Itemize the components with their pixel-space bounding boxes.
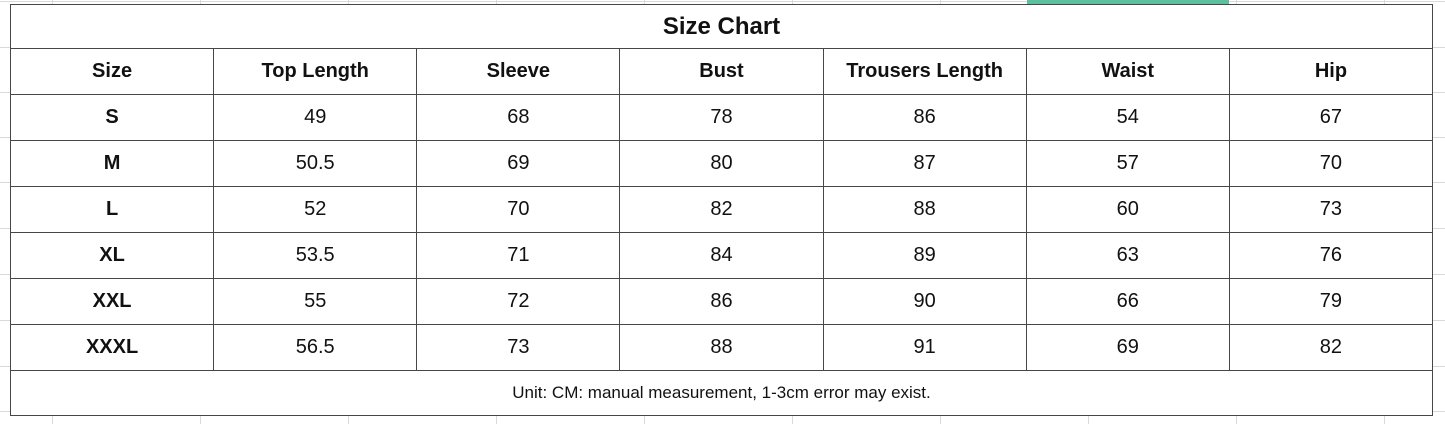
- data-cell: 91: [822, 324, 1027, 371]
- data-cell: 79: [1228, 278, 1434, 325]
- column-header-size: Size: [9, 48, 215, 95]
- column-header-hip: Hip: [1228, 48, 1434, 95]
- data-cell: 56.5: [213, 324, 418, 371]
- data-cell: 70: [416, 186, 621, 233]
- size-cell: L: [9, 186, 215, 233]
- table-row: M 50.5 69 80 87 57 70: [9, 140, 1434, 187]
- data-cell: 86: [619, 278, 824, 325]
- data-cell: 87: [822, 140, 1027, 187]
- data-cell: 86: [822, 94, 1027, 141]
- column-header-top-length: Top Length: [213, 48, 418, 95]
- table-row: XXXL 56.5 73 88 91 69 82: [9, 324, 1434, 371]
- data-cell: 71: [416, 232, 621, 279]
- column-header-waist: Waist: [1025, 48, 1230, 95]
- data-cell: 60: [1025, 186, 1230, 233]
- title-row: Size Chart: [10, 4, 1433, 49]
- size-cell: M: [9, 140, 215, 187]
- data-cell: 89: [822, 232, 1027, 279]
- table-row: XXL 55 72 86 90 66 79: [9, 278, 1434, 325]
- data-cell: 73: [416, 324, 621, 371]
- footnote-row: Unit: CM: manual measurement, 1-3cm erro…: [10, 370, 1433, 416]
- data-cell: 72: [416, 278, 621, 325]
- size-cell: S: [9, 94, 215, 141]
- data-cell: 70: [1228, 140, 1434, 187]
- data-cell: 63: [1025, 232, 1230, 279]
- data-cell: 82: [1228, 324, 1434, 371]
- data-cell: 82: [619, 186, 824, 233]
- data-cell: 50.5: [213, 140, 418, 187]
- data-cell: 52: [213, 186, 418, 233]
- data-cell: 88: [619, 324, 824, 371]
- size-cell: XXXL: [9, 324, 215, 371]
- data-cell: 80: [619, 140, 824, 187]
- data-cell: 49: [213, 94, 418, 141]
- data-cell: 88: [822, 186, 1027, 233]
- table-row: L 52 70 82 88 60 73: [9, 186, 1434, 233]
- cell-selection-highlight: [1027, 0, 1229, 4]
- data-cell: 76: [1228, 232, 1434, 279]
- header-row: Size Top Length Sleeve Bust Trousers Len…: [9, 48, 1434, 95]
- data-cell: 54: [1025, 94, 1230, 141]
- data-cell: 78: [619, 94, 824, 141]
- table-row: S 49 68 78 86 54 67: [9, 94, 1434, 141]
- table-row: XL 53.5 71 84 89 63 76: [9, 232, 1434, 279]
- page-title: Size Chart: [10, 4, 1433, 49]
- data-cell: 90: [822, 278, 1027, 325]
- data-cell: 57: [1025, 140, 1230, 187]
- column-header-bust: Bust: [619, 48, 824, 95]
- size-cell: XXL: [9, 278, 215, 325]
- column-header-trousers-length: Trousers Length: [822, 48, 1027, 95]
- data-cell: 67: [1228, 94, 1434, 141]
- size-chart-table: Size Chart Size Top Length Sleeve Bust T…: [9, 4, 1434, 416]
- data-cell: 84: [619, 232, 824, 279]
- data-cell: 53.5: [213, 232, 418, 279]
- unit-note: Unit: CM: manual measurement, 1-3cm erro…: [10, 370, 1433, 416]
- data-cell: 69: [416, 140, 621, 187]
- size-cell: XL: [9, 232, 215, 279]
- grid-line: [0, 1, 1445, 2]
- data-cell: 55: [213, 278, 418, 325]
- data-cell: 73: [1228, 186, 1434, 233]
- data-cell: 68: [416, 94, 621, 141]
- data-cell: 66: [1025, 278, 1230, 325]
- data-cell: 69: [1025, 324, 1230, 371]
- column-header-sleeve: Sleeve: [416, 48, 621, 95]
